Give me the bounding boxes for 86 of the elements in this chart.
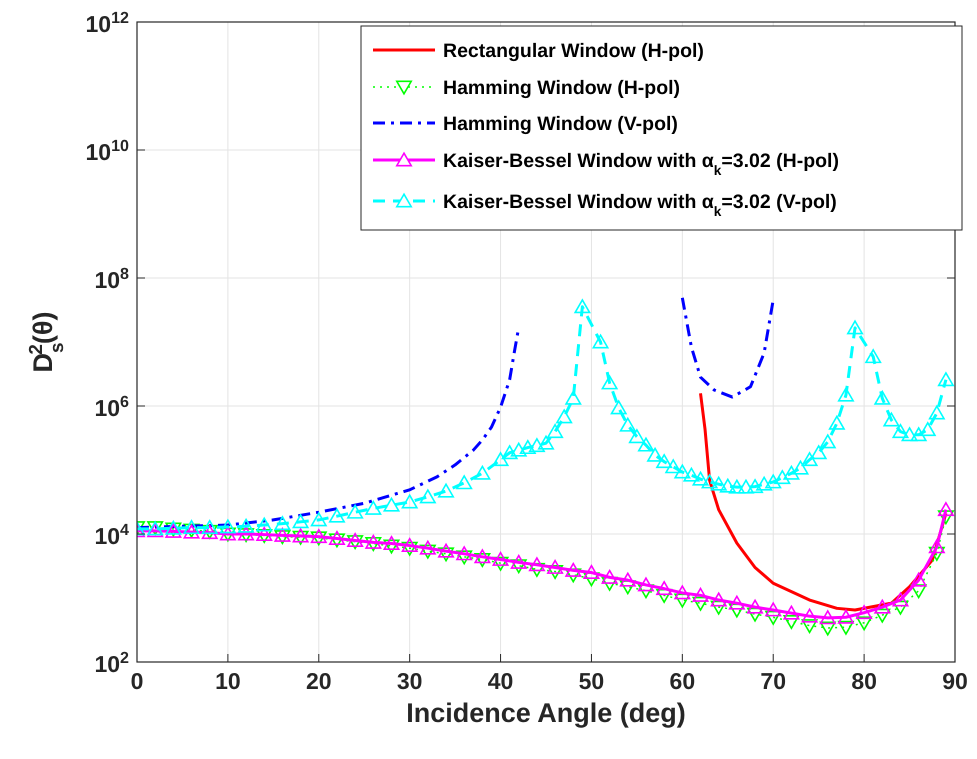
point [328,533,345,548]
point [765,610,782,625]
x-tick-label: 60 [670,668,696,694]
point [710,592,727,606]
x-tick-label: 0 [130,668,144,694]
point [820,622,836,636]
point [510,554,527,569]
point [710,600,727,615]
point [765,602,782,616]
point [620,572,636,587]
point [692,596,709,611]
point [783,614,800,630]
point [783,606,800,620]
point [602,570,618,584]
point [547,564,564,580]
x-tick-label: 20 [306,668,332,694]
point [474,549,490,564]
point [820,610,836,624]
x-tick-label: 70 [760,668,786,694]
x-tick-label: 50 [578,668,604,694]
legend-label: Kaiser-Bessel Window with α$_{k}$=3.02 (V-pol) [443,191,837,218]
point [656,581,672,596]
point [674,585,690,600]
point [438,547,454,562]
x-tick-label: 80 [851,668,877,694]
point [565,562,582,577]
point [638,577,654,592]
point [674,594,690,608]
point [456,546,472,560]
y-tick-label: 10$^{8}$ [94,265,130,293]
x-tick-label: 90 [942,668,968,694]
point [383,536,400,550]
point [928,539,945,554]
point [802,608,818,623]
point [328,530,345,545]
point [583,564,600,579]
point [474,553,490,568]
point [274,530,290,544]
point [365,537,382,552]
point [838,610,854,624]
point [547,560,564,574]
point [383,540,400,554]
legend-label: Kaiser-Bessel Window with α$_{k}$=3.02 (H-pol) [443,150,839,178]
y-tick-label: 10$^{2}$ [94,649,130,677]
point [402,542,418,556]
point [528,557,545,572]
point [292,528,309,542]
point [856,616,872,630]
point [402,538,418,552]
y-tick-label: 10$^{10}$ [86,137,130,165]
point [892,600,908,615]
point [856,605,872,620]
point [874,600,890,614]
point [892,592,908,606]
y-tick-label: 10$^{6}$ [94,393,130,421]
point [510,559,527,574]
legend-label: Rectangular Window (H-pol) [443,40,704,62]
legend-label: Hamming Window (H-pol) [443,77,680,99]
x-tick-label: 30 [396,668,422,694]
point [747,600,764,614]
point [928,546,945,561]
point [802,619,818,634]
point [274,528,290,542]
point [492,556,509,571]
point [838,620,854,635]
point [910,584,927,598]
point [728,596,745,610]
point [938,502,954,516]
point [292,530,309,545]
point [420,540,436,555]
point [365,534,382,549]
y-tick-label: 10$^{12}$ [86,9,130,37]
point [910,572,927,587]
y-tick-label: 10$^{4}$ [94,521,130,549]
x-tick-label: 10 [215,668,241,694]
point [747,608,764,622]
point [456,550,472,564]
x-tick-label: 40 [488,668,514,694]
x-axis-title: Incidence Angle (deg) [406,698,686,728]
point [438,544,454,558]
point [938,510,954,524]
point [874,608,890,623]
point [692,588,709,602]
point [492,552,509,566]
point [420,544,436,559]
legend-label: Hamming Window (V-pol) [443,113,678,135]
